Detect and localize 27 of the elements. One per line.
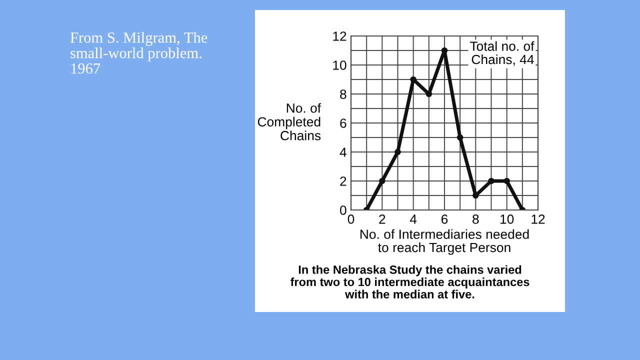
- y-tick-label: 12: [333, 32, 346, 41]
- point: [456, 134, 464, 141]
- point: [504, 178, 510, 184]
- x-tick-label: 8: [472, 214, 479, 224]
- x-tick-label: 10: [500, 214, 514, 224]
- point: [379, 178, 386, 184]
- x-axis-title: No. of Intermediaries needed to reach Target Person: [360, 229, 529, 255]
- y-axis-title: No. of Completed Chains: [258, 103, 322, 140]
- x-tick-label: 4: [410, 214, 417, 224]
- x-tick-label: 0: [348, 214, 354, 224]
- x-tick-label: 2: [379, 214, 386, 224]
- y-tick-label: 6: [340, 118, 346, 128]
- y-tick-label: 10: [333, 60, 346, 70]
- point: [472, 192, 479, 199]
- annotation: Total no. of Chains, 44: [470, 41, 534, 66]
- text: In the Nebraska Study the chains varied from two to 10 intermediate acquaintances with the median at five.: [290, 265, 530, 298]
- y-tick-label: 0: [340, 206, 346, 215]
- point: [410, 76, 416, 83]
- y-tick-label: 2: [340, 176, 346, 186]
- point: [441, 47, 448, 54]
- y-tick-label: 8: [340, 90, 346, 99]
- point: [394, 148, 401, 156]
- point: [488, 178, 494, 184]
- x-tick-label: 12: [532, 214, 545, 224]
- x-tick-label: 6: [442, 214, 448, 224]
- y-tick-label: 4: [340, 148, 346, 157]
- text: From S. Milgram, The small-world problem. 1967: [70, 32, 208, 74]
